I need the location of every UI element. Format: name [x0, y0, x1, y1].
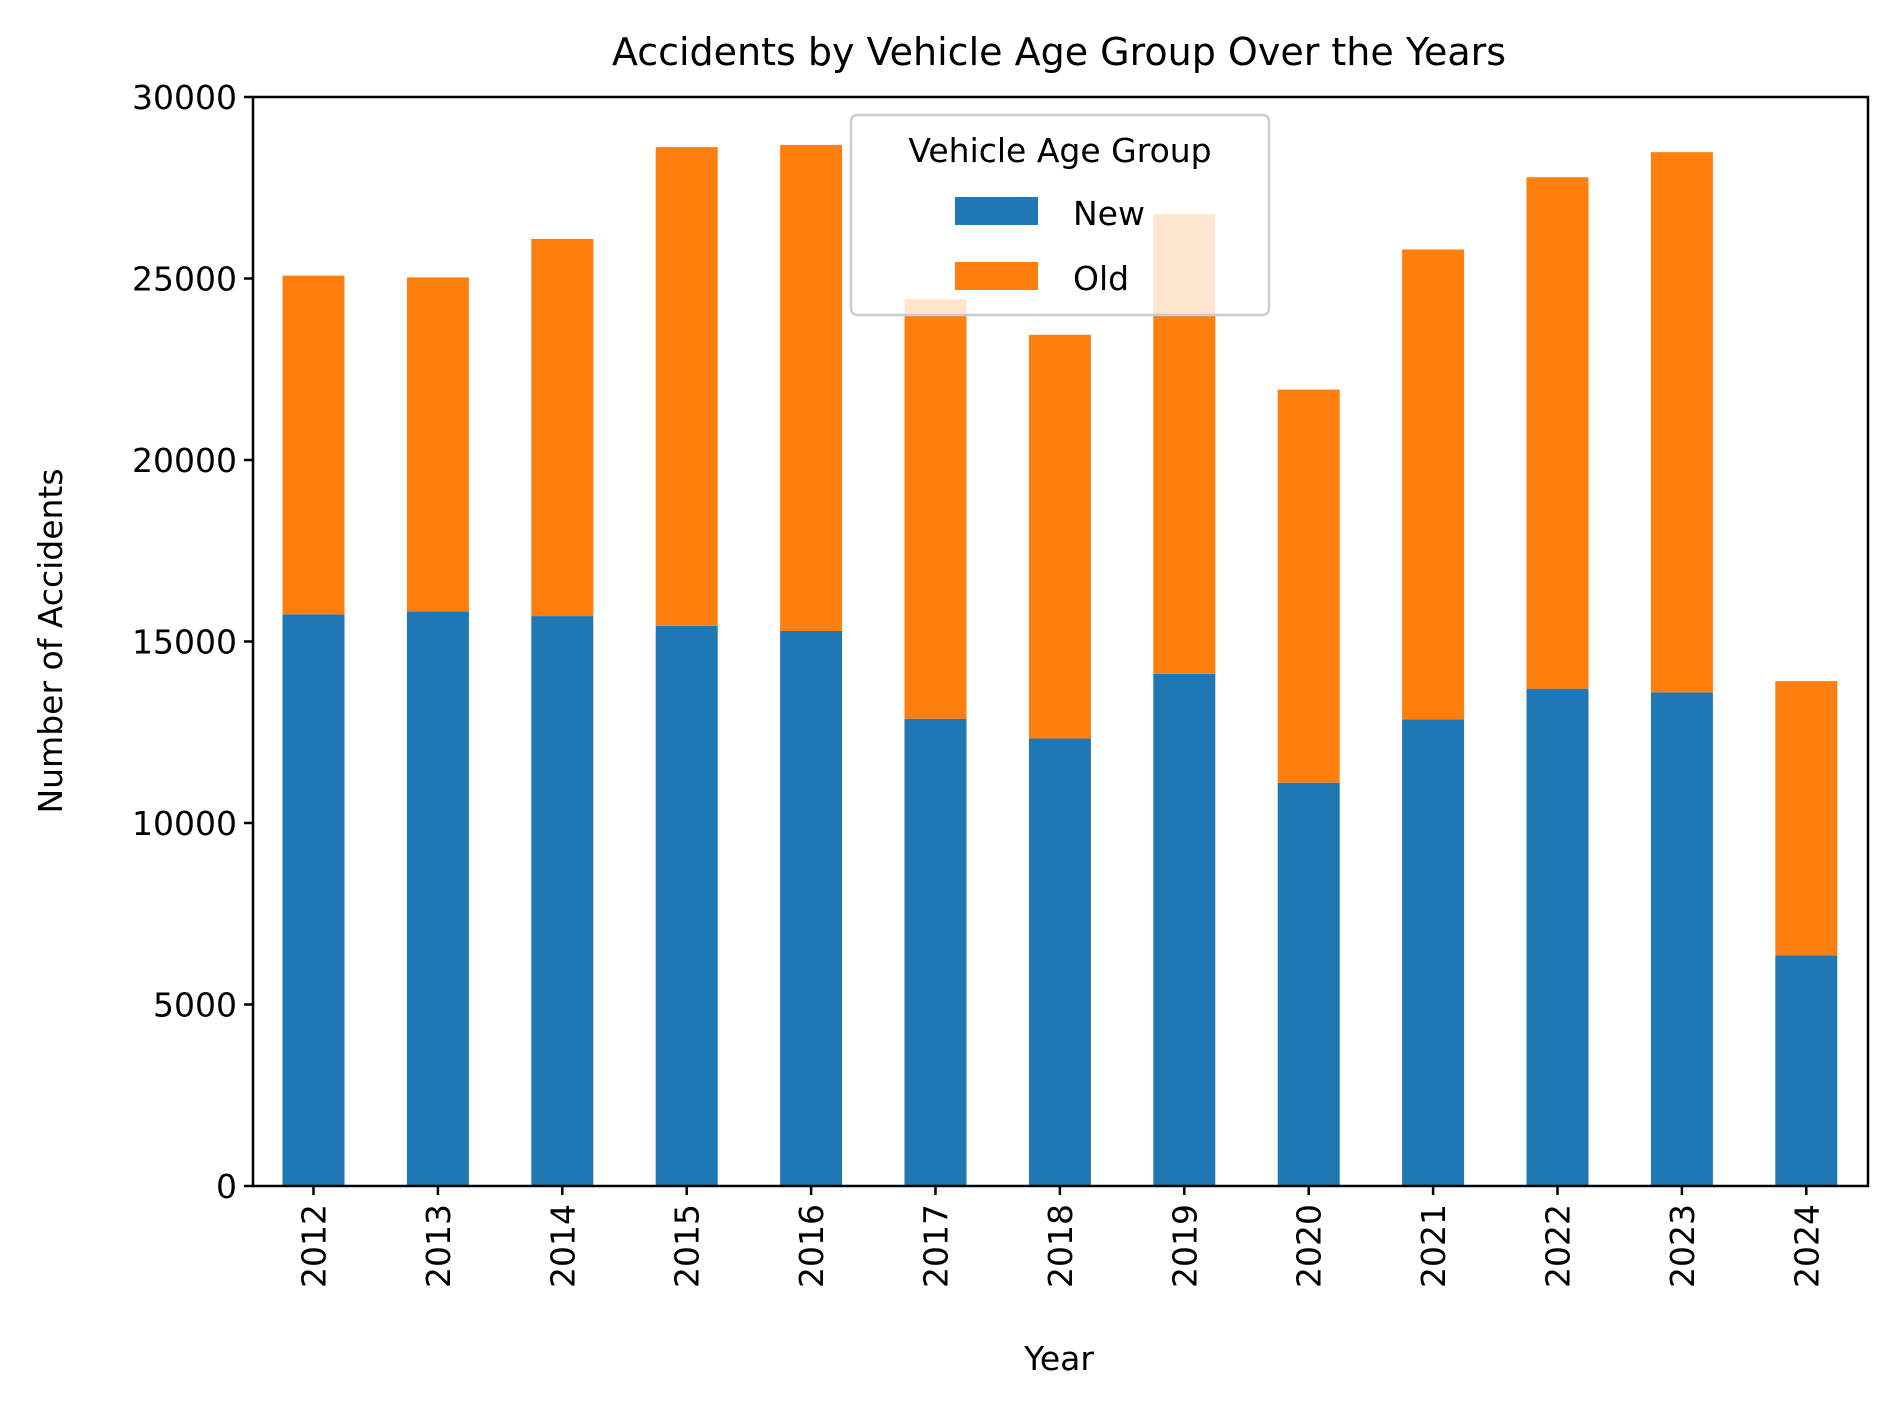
bar-old-2012	[282, 275, 345, 615]
x-tick-label: 2023	[1663, 1204, 1702, 1288]
bars	[282, 144, 1838, 1186]
y-axis: 0 5000 10000 15000 20000 25000 30000	[132, 78, 253, 1206]
bar-old-2023	[1650, 152, 1713, 693]
bar-new-2020	[1277, 782, 1340, 1186]
y-tick-label: 10000	[132, 804, 237, 843]
bar-old-2024	[1775, 681, 1838, 956]
x-tick-label: 2014	[543, 1204, 582, 1288]
y-tick-label: 25000	[132, 260, 237, 299]
bar-new-2015	[655, 625, 718, 1186]
bar-new-2024	[1775, 955, 1838, 1186]
legend-label-old: Old	[1073, 259, 1129, 298]
bar-old-2020	[1277, 389, 1340, 783]
bar-old-2016	[780, 144, 843, 631]
bar-old-2018	[1028, 334, 1091, 739]
bar-old-2013	[406, 277, 469, 612]
x-axis-label: Year	[1023, 1339, 1094, 1378]
bar-new-2023	[1650, 692, 1713, 1186]
bar-old-2021	[1402, 249, 1465, 720]
x-tick-label: 2020	[1290, 1204, 1329, 1288]
legend-swatch-old	[955, 262, 1038, 290]
bar-new-2016	[780, 630, 843, 1186]
legend-swatch-new	[955, 197, 1038, 225]
bar-old-2015	[655, 147, 718, 626]
x-tick-label: 2024	[1787, 1204, 1826, 1288]
bar-new-2013	[406, 611, 469, 1186]
x-tick-label: 2015	[668, 1204, 707, 1288]
bar-old-2014	[531, 238, 594, 617]
bar-new-2018	[1028, 738, 1091, 1186]
y-tick-label: 20000	[132, 441, 237, 480]
bar-new-2021	[1402, 719, 1465, 1186]
bar-new-2017	[904, 718, 967, 1186]
legend: Vehicle Age Group New Old	[849, 113, 1271, 317]
y-tick-label: 0	[216, 1167, 237, 1206]
legend-label-new: New	[1073, 194, 1145, 233]
x-tick-label: 2013	[419, 1204, 458, 1288]
bar-new-2019	[1153, 673, 1216, 1186]
chart-title: Accidents by Vehicle Age Group Over the …	[612, 30, 1506, 74]
x-tick-label: 2019	[1165, 1204, 1204, 1288]
plot-frame	[251, 95, 1870, 1188]
bar-old-2022	[1526, 177, 1589, 689]
x-axis: 2012 2013 2014 2015 2016 2017 2018 2019 2020 2021…	[295, 1186, 1826, 1288]
x-tick-label: 2022	[1539, 1204, 1578, 1288]
y-tick-label: 5000	[153, 986, 237, 1025]
x-tick-label: 2012	[295, 1204, 334, 1288]
bar-old-2017	[904, 299, 967, 719]
y-tick-label: 15000	[132, 623, 237, 662]
bar-new-2014	[531, 616, 594, 1186]
x-tick-label: 2016	[792, 1204, 831, 1288]
bar-new-2012	[282, 614, 345, 1186]
x-tick-label: 2018	[1041, 1204, 1080, 1288]
y-axis-label: Number of Accidents	[31, 468, 70, 813]
y-tick-label: 30000	[132, 78, 237, 117]
x-tick-label: 2021	[1414, 1204, 1453, 1288]
legend-title: Vehicle Age Group	[908, 131, 1211, 170]
x-tick-label: 2017	[917, 1204, 956, 1288]
bar-new-2022	[1526, 688, 1589, 1186]
